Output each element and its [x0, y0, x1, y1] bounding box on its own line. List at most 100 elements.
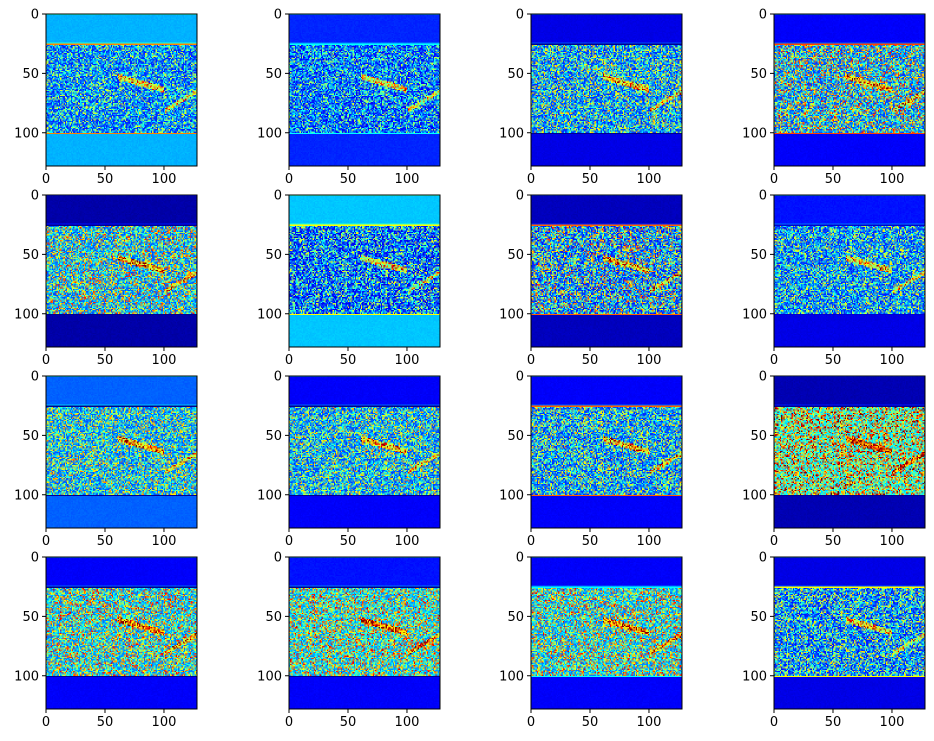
x-tick-label: 50: [825, 534, 842, 549]
panel-16: 0 50 100 0 50 100: [742, 551, 926, 730]
panel-frame: [288, 194, 441, 348]
y-tick-label: 50: [265, 67, 282, 82]
panel-heatmap: [46, 557, 197, 709]
y-tick-label: 50: [22, 429, 39, 444]
y-tick-label: 100: [499, 488, 524, 503]
y-tick-label: 0: [274, 8, 282, 23]
y-tick-label: 0: [31, 8, 39, 23]
x-tick-label: 100: [152, 353, 177, 368]
y-tick-label: 0: [759, 551, 767, 566]
panel-heatmap: [289, 195, 440, 347]
x-tick-label: 50: [825, 353, 842, 368]
x-tick-label: 100: [152, 172, 177, 187]
panel-frame: [530, 375, 683, 529]
x-tick-label: 100: [880, 534, 905, 549]
y-tick-label: 100: [257, 488, 282, 503]
x-tick-label: 0: [285, 534, 293, 549]
y-tick-label: 0: [516, 189, 524, 204]
x-tick-label: 50: [97, 715, 114, 730]
panel-frame: [45, 194, 198, 348]
x-tick-label: 100: [637, 715, 662, 730]
x-tick-label: 50: [582, 172, 599, 187]
x-tick-label: 100: [880, 172, 905, 187]
y-tick-label: 50: [22, 610, 39, 625]
y-tick-label: 0: [516, 370, 524, 385]
panel-heatmap: [289, 14, 440, 166]
y-tick-label: 100: [742, 307, 767, 322]
panel-frame: [288, 13, 441, 167]
y-tick-label: 0: [516, 551, 524, 566]
x-tick-label: 100: [152, 715, 177, 730]
x-tick-label: 0: [527, 172, 535, 187]
y-tick-label: 50: [750, 429, 767, 444]
x-tick-label: 0: [770, 534, 778, 549]
y-tick-label: 50: [507, 67, 524, 82]
x-tick-label: 50: [582, 715, 599, 730]
panel-frame: [45, 556, 198, 710]
y-tick-label: 50: [507, 248, 524, 263]
panel-heatmap: [289, 376, 440, 528]
y-tick-label: 0: [31, 551, 39, 566]
panel-heatmap: [289, 557, 440, 709]
panel-frame: [45, 375, 198, 529]
x-tick-label: 50: [340, 715, 357, 730]
panel-frame: [45, 13, 198, 167]
y-tick-label: 100: [499, 307, 524, 322]
x-tick-label: 50: [825, 715, 842, 730]
y-tick-label: 100: [499, 669, 524, 684]
y-tick-label: 50: [750, 67, 767, 82]
y-tick-label: 50: [507, 610, 524, 625]
y-tick-label: 100: [14, 307, 39, 322]
x-tick-label: 0: [285, 172, 293, 187]
x-tick-label: 50: [582, 353, 599, 368]
panel-heatmap: [46, 14, 197, 166]
panel-2: 0 50 100 0 50 100: [257, 8, 441, 187]
y-tick-label: 0: [274, 370, 282, 385]
y-tick-label: 0: [759, 370, 767, 385]
panel-heatmap: [774, 195, 925, 347]
panel-4: 0 50 100 0 50 100: [742, 8, 926, 187]
panel-15: 0 50 100 0 50 100: [499, 551, 683, 730]
y-tick-label: 0: [759, 8, 767, 23]
x-tick-label: 100: [395, 172, 420, 187]
panel-heatmap: [46, 195, 197, 347]
x-tick-label: 50: [97, 534, 114, 549]
y-tick-label: 50: [750, 610, 767, 625]
x-tick-label: 50: [340, 172, 357, 187]
panel-7: 0 50 100 0 50 100: [499, 189, 683, 368]
y-tick-label: 50: [265, 610, 282, 625]
x-tick-label: 100: [637, 534, 662, 549]
y-tick-label: 50: [265, 248, 282, 263]
panel-heatmap: [774, 557, 925, 709]
x-tick-label: 100: [880, 353, 905, 368]
panel-14: 0 50 100 0 50 100: [257, 551, 441, 730]
x-tick-label: 50: [97, 353, 114, 368]
y-tick-label: 100: [14, 126, 39, 141]
panel-9: 0 50 100 0 50 100: [14, 370, 198, 549]
x-tick-label: 0: [527, 353, 535, 368]
panel-heatmap: [531, 195, 682, 347]
panel-heatmap: [46, 376, 197, 528]
x-tick-label: 50: [582, 534, 599, 549]
y-tick-label: 0: [31, 189, 39, 204]
panel-frame: [530, 194, 683, 348]
y-tick-label: 100: [14, 669, 39, 684]
panel-frame: [288, 556, 441, 710]
x-tick-label: 0: [770, 172, 778, 187]
x-tick-label: 0: [527, 534, 535, 549]
panel-heatmap: [774, 14, 925, 166]
y-tick-label: 100: [742, 488, 767, 503]
x-tick-label: 100: [880, 715, 905, 730]
x-tick-label: 0: [42, 172, 50, 187]
panel-1: 0 50 100 0 50 100: [14, 8, 198, 187]
x-tick-label: 100: [395, 534, 420, 549]
y-tick-label: 100: [499, 126, 524, 141]
x-tick-label: 50: [825, 172, 842, 187]
y-tick-label: 100: [257, 126, 282, 141]
panel-heatmap: [531, 14, 682, 166]
panel-heatmap: [531, 376, 682, 528]
y-tick-label: 50: [750, 248, 767, 263]
y-tick-label: 50: [507, 429, 524, 444]
y-tick-label: 100: [257, 669, 282, 684]
